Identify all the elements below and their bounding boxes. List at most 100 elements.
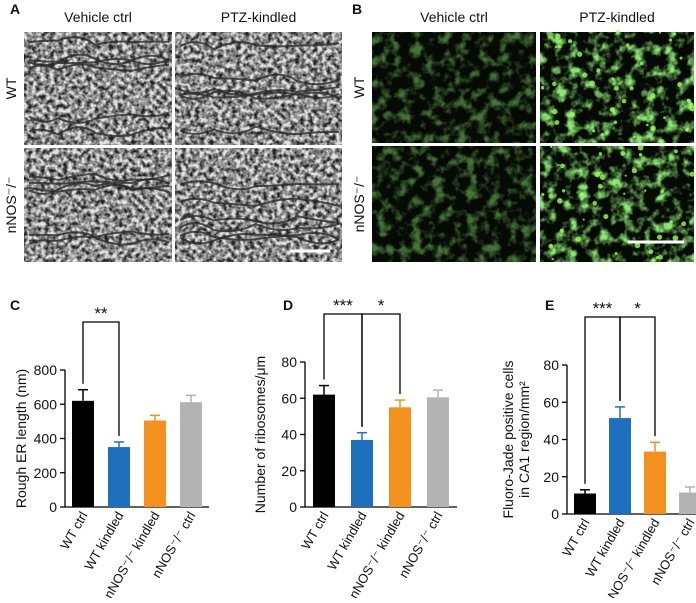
membrane — [28, 36, 170, 46]
cell — [659, 139, 664, 144]
membrane — [28, 63, 170, 72]
y-axis-label: Fluoro-Jade positive cells — [500, 361, 516, 519]
cell — [559, 228, 564, 233]
column-label: PTZ-kindled — [221, 9, 296, 25]
membrane — [28, 230, 170, 238]
bar — [108, 447, 130, 507]
membrane — [179, 41, 340, 51]
column-label: Vehicle ctrl — [420, 9, 488, 25]
membrane — [28, 126, 170, 138]
y-tick-label: 0 — [289, 499, 297, 515]
cell — [672, 235, 679, 241]
membrane — [179, 91, 340, 100]
cell — [634, 242, 641, 249]
cell — [555, 33, 561, 40]
significance-bracket — [361, 313, 401, 427]
cell — [651, 258, 655, 262]
cell — [600, 133, 604, 137]
cell — [650, 93, 656, 99]
row-label: WT — [3, 77, 19, 99]
cell — [660, 189, 665, 194]
significance-label: * — [378, 296, 385, 315]
significance-label: ** — [94, 304, 108, 323]
column-label: Vehicle ctrl — [64, 9, 132, 25]
membrane — [179, 197, 340, 208]
cell — [663, 116, 666, 119]
cell — [552, 108, 558, 115]
cell — [560, 163, 565, 169]
cell — [639, 61, 644, 66]
bar — [313, 394, 335, 507]
cell — [609, 107, 615, 113]
cell — [582, 218, 585, 221]
cell — [554, 120, 560, 125]
cell — [550, 145, 553, 149]
cell — [548, 193, 554, 199]
significance-label: * — [634, 299, 641, 318]
y-tick-label: 40 — [281, 427, 297, 443]
significance-bracket — [619, 316, 656, 437]
cell — [629, 86, 634, 91]
bar — [609, 418, 631, 514]
cell — [638, 153, 643, 157]
x-tick-label: WT ctrl — [57, 509, 91, 552]
cell — [552, 81, 557, 87]
bar — [180, 402, 202, 507]
texture — [372, 146, 536, 262]
texture — [372, 32, 536, 143]
cell — [677, 82, 682, 87]
cell — [688, 102, 694, 108]
cell — [679, 56, 683, 60]
cell — [689, 171, 695, 177]
cell — [592, 129, 596, 133]
cell — [644, 189, 647, 192]
texture — [24, 148, 172, 262]
cell — [631, 168, 637, 174]
bar — [389, 407, 411, 507]
cell — [598, 152, 603, 156]
row-label: nNOS⁻/⁻ — [351, 176, 367, 233]
cell — [592, 200, 598, 206]
bar — [427, 397, 449, 507]
cell — [625, 43, 630, 47]
cell — [567, 39, 573, 44]
cell — [616, 30, 621, 35]
cell — [681, 221, 687, 227]
membrane — [179, 230, 340, 241]
panel-letter: A — [10, 1, 20, 17]
panel-letter: D — [283, 297, 293, 313]
cell — [603, 213, 609, 220]
cell — [645, 123, 649, 127]
cell — [596, 68, 601, 73]
cell — [556, 198, 563, 204]
cell — [540, 85, 545, 90]
y-tick-label: 60 — [281, 390, 297, 406]
y-axis-label: Rough ER length (nm) — [13, 369, 29, 508]
cell — [648, 249, 654, 255]
texture — [24, 32, 172, 145]
y-tick-label: 80 — [543, 357, 559, 373]
bar — [351, 439, 373, 507]
bar — [574, 493, 596, 514]
membrane — [28, 111, 170, 124]
membrane — [179, 221, 340, 233]
cell — [637, 144, 644, 151]
membrane — [179, 89, 340, 100]
bar — [144, 420, 166, 507]
cell — [554, 45, 558, 49]
cell — [614, 85, 619, 91]
cell — [669, 220, 673, 224]
panel-letter: B — [352, 1, 362, 17]
cell — [557, 164, 560, 167]
cell — [561, 189, 566, 193]
significance-label: *** — [333, 296, 353, 315]
cell — [620, 151, 626, 156]
y-axis-label: Number of ribosomes/μm — [252, 356, 268, 513]
cell — [650, 125, 656, 131]
panel-letter: E — [545, 297, 554, 313]
membrane — [28, 184, 170, 193]
cell — [656, 234, 663, 240]
cell — [686, 98, 692, 104]
y-tick-label: 200 — [34, 465, 58, 481]
row-label: WT — [351, 76, 367, 98]
